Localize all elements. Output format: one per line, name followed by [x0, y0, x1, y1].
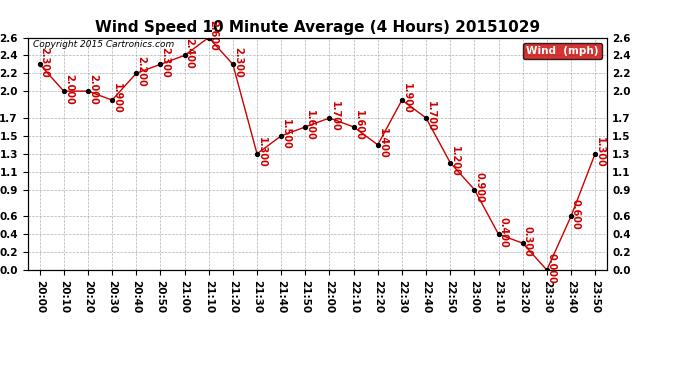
Point — [155, 62, 166, 68]
Text: 2.000: 2.000 — [88, 74, 98, 105]
Point — [493, 231, 504, 237]
Point — [203, 34, 214, 40]
Point — [130, 70, 142, 76]
Text: 1.300: 1.300 — [257, 136, 267, 167]
Point — [251, 151, 262, 157]
Point — [420, 115, 432, 121]
Text: 1.900: 1.900 — [402, 83, 412, 114]
Text: 2.400: 2.400 — [184, 38, 195, 69]
Text: 1.300: 1.300 — [595, 136, 605, 167]
Text: 2.000: 2.000 — [63, 74, 74, 105]
Point — [83, 88, 94, 94]
Point — [179, 53, 190, 58]
Legend: Wind  (mph): Wind (mph) — [523, 43, 602, 59]
Point — [518, 240, 529, 246]
Point — [228, 62, 239, 68]
Text: 1.900: 1.900 — [112, 83, 122, 114]
Text: 0.600: 0.600 — [571, 199, 581, 230]
Text: 1.200: 1.200 — [450, 146, 460, 176]
Point — [276, 133, 287, 139]
Text: 2.300: 2.300 — [39, 47, 50, 78]
Point — [396, 97, 407, 103]
Text: 1.500: 1.500 — [282, 119, 291, 150]
Text: 0.000: 0.000 — [546, 253, 557, 284]
Point — [299, 124, 310, 130]
Text: 1.700: 1.700 — [330, 101, 339, 132]
Text: 1.700: 1.700 — [426, 101, 436, 132]
Text: 0.300: 0.300 — [523, 226, 533, 257]
Text: Copyright 2015 Cartronics.com: Copyright 2015 Cartronics.com — [33, 40, 175, 49]
Title: Wind Speed 10 Minute Average (4 Hours) 20151029: Wind Speed 10 Minute Average (4 Hours) 2… — [95, 20, 540, 35]
Text: 1.600: 1.600 — [305, 110, 315, 141]
Point — [565, 213, 576, 219]
Text: 2.600: 2.600 — [208, 20, 219, 51]
Point — [469, 186, 480, 192]
Text: 2.200: 2.200 — [136, 56, 146, 87]
Point — [348, 124, 359, 130]
Point — [324, 115, 335, 121]
Text: 0.400: 0.400 — [498, 217, 509, 248]
Text: 2.300: 2.300 — [233, 47, 243, 78]
Point — [106, 97, 117, 103]
Text: 2.300: 2.300 — [160, 47, 170, 78]
Point — [34, 62, 46, 68]
Point — [541, 267, 552, 273]
Point — [444, 160, 455, 166]
Text: 1.600: 1.600 — [353, 110, 364, 141]
Point — [373, 142, 384, 148]
Text: 0.900: 0.900 — [475, 172, 484, 203]
Point — [589, 151, 600, 157]
Point — [58, 88, 69, 94]
Text: 1.400: 1.400 — [378, 128, 388, 158]
